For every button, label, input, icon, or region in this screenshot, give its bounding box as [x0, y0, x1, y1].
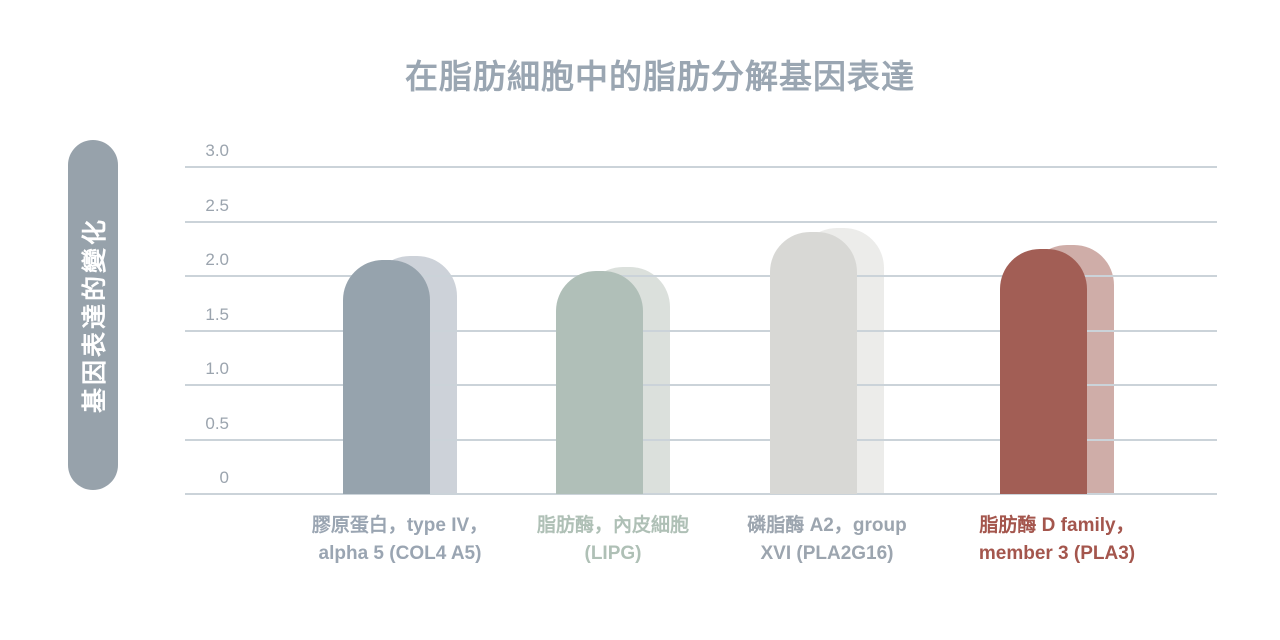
- y-tick-label: 1.5: [205, 304, 229, 324]
- x-category-label: 脂肪酶，內皮細胞 (LIPG): [493, 512, 733, 568]
- x-category-label-line2: alpha 5 (COL4 A5): [318, 543, 482, 564]
- gridline: [185, 275, 1217, 277]
- x-category-label-line2: member 3 (PLA3): [978, 543, 1136, 564]
- x-category-label: 膠原蛋白，type IV， alpha 5 (COL4 A5): [280, 512, 520, 568]
- gridline: [185, 220, 1217, 223]
- bar: [556, 271, 643, 494]
- chart-title: 在脂肪細胞中的脂肪分解基因表達: [405, 58, 915, 95]
- x-category-label-line1: 脂肪酶，內皮細胞: [536, 515, 689, 536]
- gridline: [185, 438, 1217, 441]
- y-tick-label: 0: [219, 468, 229, 487]
- x-category-label: 脂肪酶 D family， member 3 (PLA3): [937, 512, 1177, 568]
- bar: [770, 232, 857, 494]
- y-tick-label: 3.0: [205, 141, 229, 160]
- y-tick-label: 2.0: [205, 250, 229, 269]
- x-category-label-line1: 膠原蛋白，type IV，: [311, 515, 489, 536]
- gridline: [185, 166, 1217, 168]
- gridline: [185, 384, 1217, 386]
- y-tick-label: 1.0: [205, 359, 229, 378]
- gridline: [185, 329, 1217, 332]
- y-tick-label: 0.5: [205, 413, 229, 433]
- x-category-label-line2: XVI (PLA2G16): [760, 543, 894, 564]
- x-category-label-line1: 脂肪酶 D family，: [979, 515, 1135, 536]
- bar: [1000, 249, 1087, 494]
- y-tick-label: 2.5: [205, 195, 229, 215]
- plot-area: 3.0 2.5 2.0 1.5 1.0 0.5 0: [185, 141, 1217, 495]
- gridline: [185, 493, 1217, 495]
- bar: [343, 260, 430, 494]
- x-category-label-line1: 磷脂酶 A2，group: [747, 515, 907, 536]
- y-axis-label-pill: 基因表達的變化: [68, 140, 118, 490]
- y-axis-label: 基因表達的變化: [81, 216, 110, 414]
- x-category-label-line2: (LIPG): [584, 543, 642, 564]
- x-category-label: 磷脂酶 A2，group XVI (PLA2G16): [707, 512, 947, 568]
